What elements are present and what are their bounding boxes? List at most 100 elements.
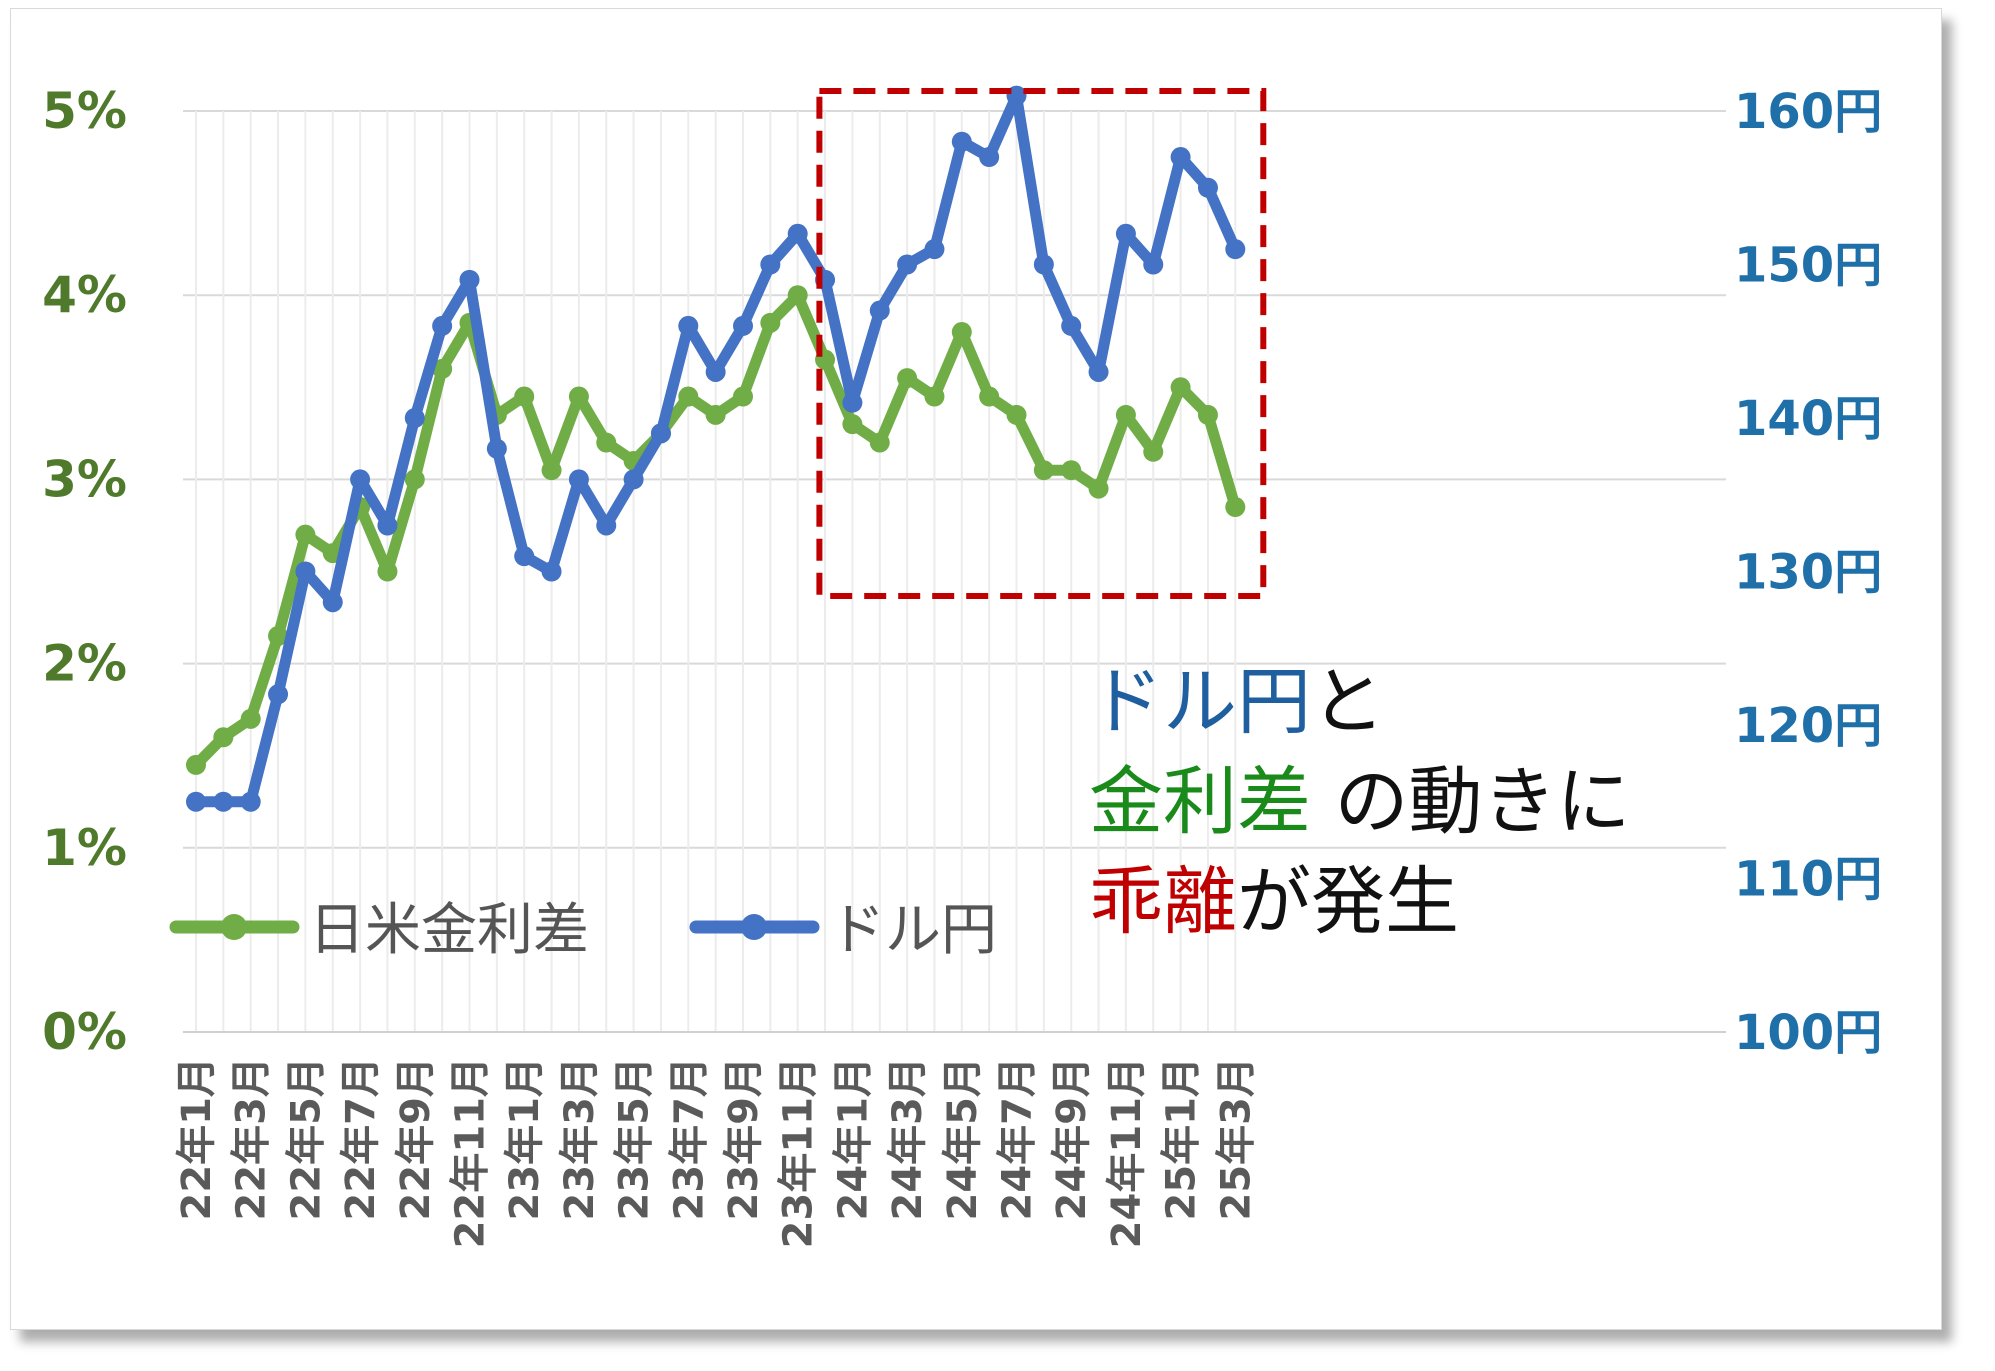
series-1-point — [897, 254, 918, 275]
highlight-box-layer — [816, 88, 1267, 599]
series-0-point — [377, 561, 398, 582]
x-tick-label: 24年1月 — [830, 1057, 876, 1221]
series-1-point — [760, 254, 781, 275]
left-axis-tick-label: 1% — [42, 819, 127, 877]
series-1-point — [432, 315, 453, 336]
legend-marker-usdjpy — [741, 914, 767, 940]
x-tick-label: 24年3月 — [885, 1057, 931, 1221]
series-1-point — [1225, 239, 1246, 260]
series-1-point — [1033, 254, 1054, 275]
annotation-rate-diff-text: 金利差 — [1089, 759, 1311, 845]
series-1-point — [1170, 147, 1191, 168]
x-tick-label: 24年9月 — [1049, 1057, 1095, 1221]
series-0-point — [787, 285, 808, 306]
series-0-point — [568, 386, 589, 407]
x-tick-label: 22年1月 — [174, 1057, 220, 1221]
x-tick-label: 23年11月 — [776, 1057, 822, 1248]
annotation-line-2: 金利差 の動きに — [1089, 759, 1631, 845]
x-tick-label: 24年11月 — [1104, 1057, 1150, 1248]
gridlines — [183, 110, 1726, 1033]
series-1-point — [322, 592, 343, 613]
series-1-point — [1061, 315, 1082, 336]
series-1-point — [650, 423, 671, 444]
legend-marker-rate-diff — [221, 914, 247, 940]
series-1-point — [568, 469, 589, 490]
x-tick-label: 23年3月 — [557, 1057, 603, 1221]
left-axis-tick-label: 3% — [42, 450, 127, 508]
series-1-point — [924, 239, 945, 260]
series-1-point — [213, 791, 234, 812]
series-1-point — [678, 315, 699, 336]
series-0-point — [760, 312, 781, 333]
series-0-point — [1170, 377, 1191, 398]
series-1-point — [869, 300, 890, 321]
series-1-point — [377, 515, 398, 536]
series-0-point — [1143, 441, 1164, 462]
legend: 日米金利差 ドル円 — [169, 898, 997, 963]
annotation-usdjpy-text: ドル円 — [1089, 659, 1311, 745]
right-axis-tick-label: 110円 — [1734, 852, 1882, 908]
series-1-point — [596, 515, 617, 536]
series-0-point — [1061, 460, 1082, 481]
series-1-point — [186, 791, 206, 812]
left-axis: 0% 1% 2% 3% 4% 5% — [42, 82, 127, 1061]
series-0-point — [240, 708, 261, 729]
series-0-point — [514, 386, 535, 407]
series-1-point — [295, 561, 316, 582]
series-0-point — [979, 386, 1000, 407]
legend-label-rate-diff: 日米金利差 — [309, 898, 589, 963]
series-0-point — [1033, 460, 1054, 481]
series-0-point — [1225, 497, 1246, 518]
x-axis: 22年1月 22年3月 22年5月 22年7月 22年9月 22年11月 23年1月 23年3… — [174, 1031, 1726, 1248]
x-tick-label: 24年7月 — [995, 1057, 1041, 1221]
series-0-point — [295, 524, 316, 545]
series-0-point — [705, 404, 726, 425]
series-1-point — [1006, 85, 1027, 106]
series-1-point — [268, 684, 289, 705]
series-0-point — [213, 727, 234, 748]
highlight-box — [816, 88, 1267, 599]
right-axis-tick-label: 150円 — [1734, 238, 1882, 294]
x-tick-label: 25年1月 — [1159, 1057, 1205, 1221]
series-0-point — [1006, 404, 1027, 425]
x-tick-label: 23年9月 — [721, 1057, 767, 1221]
annotation: ドル円と 金利差 の動きに 乖離が発生 — [1089, 659, 1631, 945]
series-1-point — [350, 469, 371, 490]
right-axis-tick-label: 120円 — [1734, 698, 1882, 754]
x-tick-label: 22年5月 — [283, 1057, 329, 1221]
series-layer — [186, 85, 1246, 812]
series-1-point — [951, 131, 972, 152]
left-axis-tick-label: 5% — [42, 82, 127, 140]
series-0-point — [596, 432, 617, 453]
annotation-occurred-text: が発生 — [1237, 859, 1459, 945]
right-axis-tick-label: 140円 — [1734, 391, 1882, 447]
x-tick-label: 22年11月 — [448, 1057, 494, 1248]
right-axis-tick-label: 130円 — [1734, 545, 1882, 601]
series-0-point — [404, 469, 425, 490]
chart-frame: 0% 1% 2% 3% 4% 5% 100円 110円 120円 130円 140円 150円 160… — [10, 8, 1942, 1330]
series-1-point — [1143, 254, 1164, 275]
series-1-point — [1115, 223, 1136, 244]
series-1-point — [240, 791, 261, 812]
x-tick-label: 24年5月 — [940, 1057, 986, 1221]
series-0-point — [842, 414, 863, 435]
series-1-point — [623, 469, 644, 490]
right-axis-tick-label: 160円 — [1734, 84, 1882, 140]
series-0-point — [924, 386, 945, 407]
chart-svg: 0% 1% 2% 3% 4% 5% 100円 110円 120円 130円 140円 150円 160… — [42, 82, 1882, 1248]
x-tick-label: 22年3月 — [229, 1057, 275, 1221]
series-0-point — [541, 460, 562, 481]
series-0-point — [186, 754, 206, 775]
series-0-point — [897, 368, 918, 389]
annotation-movement-text: の動きに — [1311, 759, 1631, 845]
series-1-point — [486, 438, 507, 459]
series-0-point — [678, 386, 699, 407]
right-axis-tick-label: 100円 — [1734, 1005, 1882, 1061]
annotation-divergence-text: 乖離 — [1089, 859, 1237, 945]
series-0-point — [733, 386, 753, 407]
x-tick-label: 22年7月 — [338, 1057, 384, 1221]
series-0-point — [1115, 404, 1136, 425]
series-0-point — [869, 432, 890, 453]
left-axis-tick-label: 2% — [42, 635, 127, 693]
x-tick-label: 22年9月 — [393, 1057, 439, 1221]
